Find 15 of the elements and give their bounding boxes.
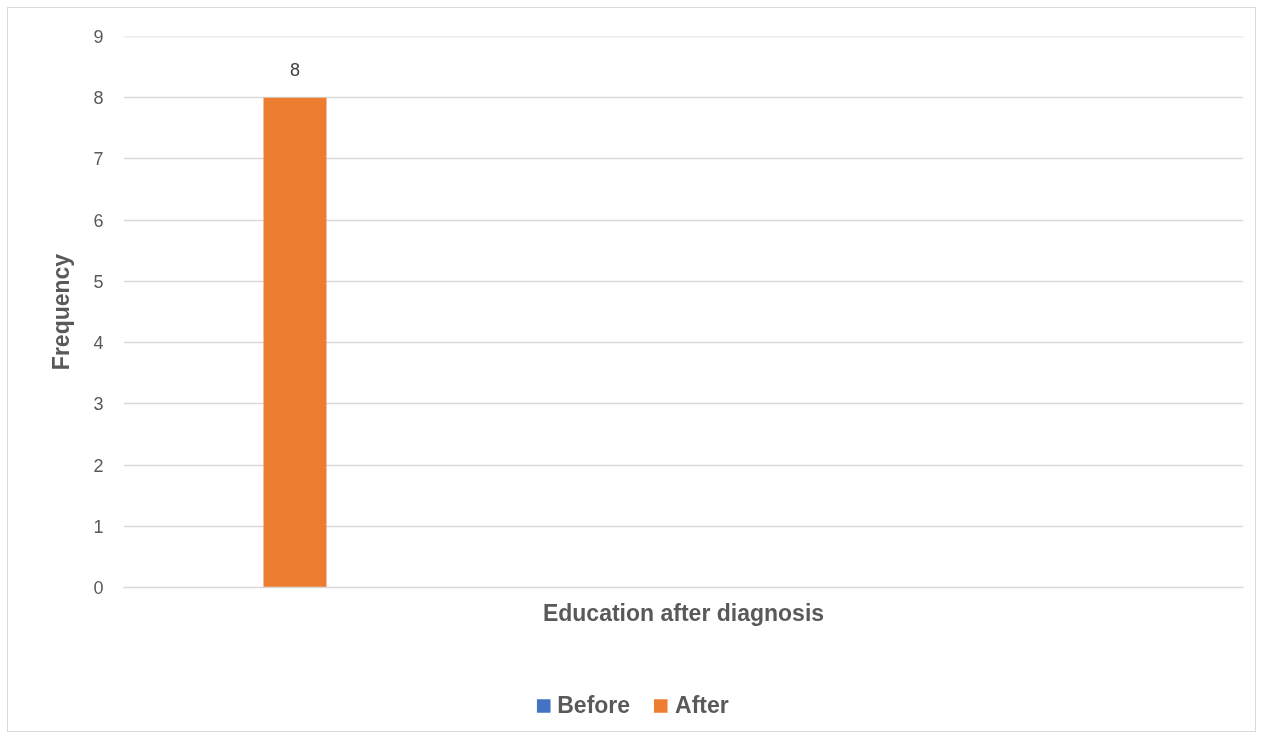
y-tick-label: 6: [93, 210, 104, 231]
y-tick-label: 5: [93, 271, 104, 292]
x-axis-title: Education after diagnosis: [542, 599, 825, 626]
legend-label: Before: [557, 692, 631, 719]
y-tick-label: 2: [93, 455, 104, 476]
y-tick-label: 0: [93, 578, 104, 598]
y-tick-label: 7: [93, 149, 104, 170]
data-label: 8: [289, 59, 301, 80]
y-axis-title: Frequency: [48, 253, 75, 371]
y-tick-label: 3: [93, 394, 104, 415]
legend-label: After: [675, 692, 729, 719]
y-tick-label: 4: [93, 333, 104, 354]
y-tick-label: 8: [93, 88, 104, 109]
y-tick-label: 1: [93, 516, 104, 537]
y-tick-label: 9: [93, 27, 104, 47]
